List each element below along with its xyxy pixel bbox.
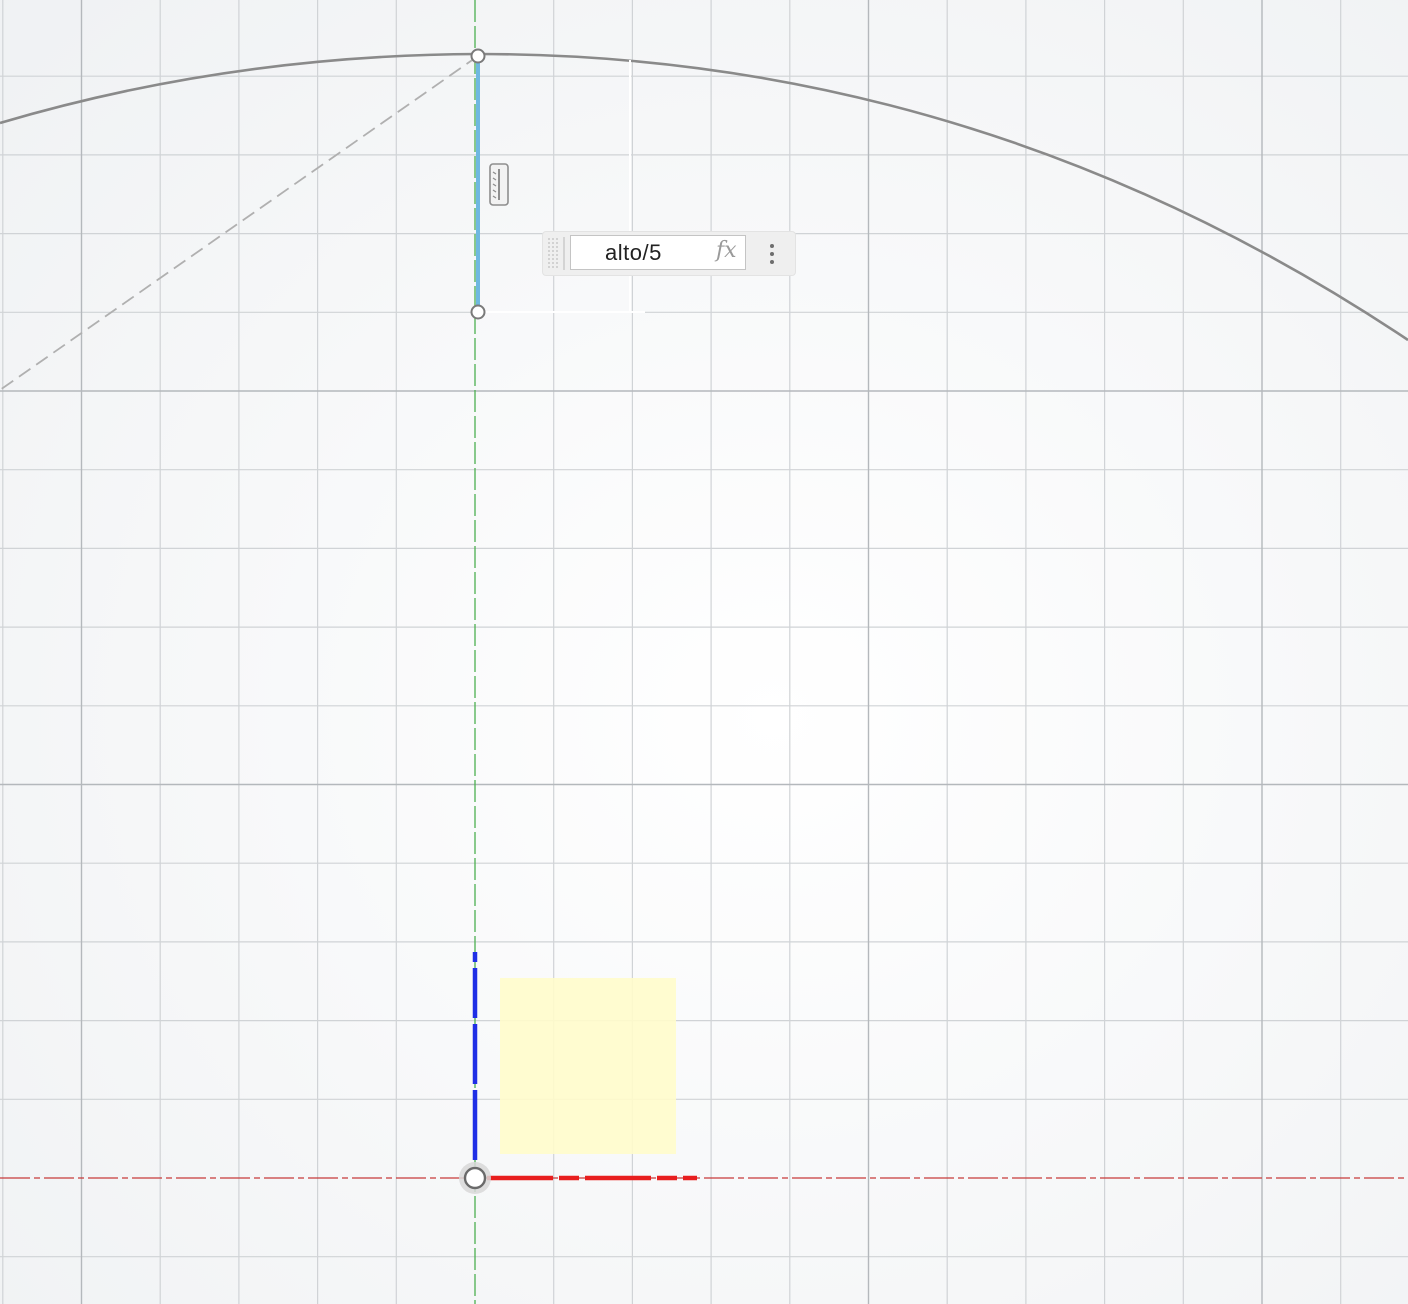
sketch-point-bottom[interactable] xyxy=(470,304,486,320)
fx-icon[interactable]: fx xyxy=(716,238,737,263)
divider xyxy=(563,237,565,270)
sketch-arc[interactable] xyxy=(0,52,1408,342)
vertical-ellipsis-icon[interactable] xyxy=(764,239,780,269)
origin-plane-highlight xyxy=(500,978,676,1154)
drag-grip-icon[interactable] xyxy=(547,237,559,270)
origin-point-icon[interactable] xyxy=(459,1162,491,1194)
dimension-input-box: fx xyxy=(543,232,795,275)
sketch-point-top[interactable] xyxy=(470,48,486,64)
vertical-constraint-icon[interactable] xyxy=(489,163,509,206)
construction-line[interactable] xyxy=(0,55,479,391)
dimension-value-input[interactable] xyxy=(570,235,746,270)
